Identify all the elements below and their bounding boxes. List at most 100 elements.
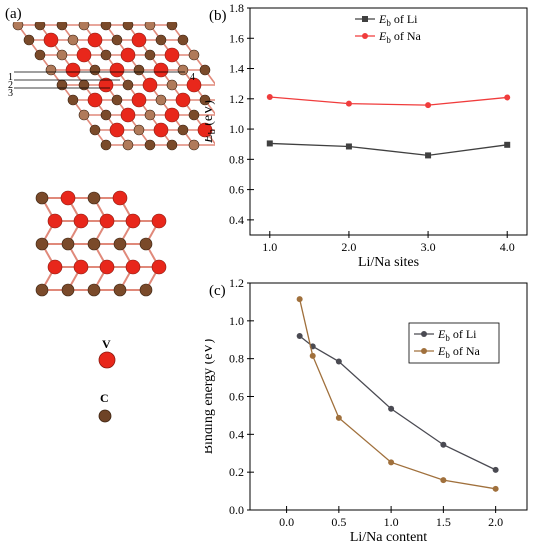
vanadium-atom xyxy=(87,32,103,48)
data-point xyxy=(492,485,499,492)
vanadium-atom xyxy=(164,107,180,123)
carbon-atom xyxy=(67,94,79,106)
carbon-atom xyxy=(87,191,101,205)
series-1 xyxy=(266,140,511,159)
data-point xyxy=(504,141,511,148)
carbon-atom xyxy=(111,34,123,46)
data-point xyxy=(296,332,303,339)
plot-frame xyxy=(249,282,528,511)
vanadium-atom xyxy=(186,77,202,93)
y-tick-label: 0.8 xyxy=(229,352,244,366)
carbon-atom xyxy=(122,79,134,91)
carbon-atom xyxy=(177,34,189,46)
carbon-atom xyxy=(61,283,75,297)
carbon-atom xyxy=(133,124,145,136)
data-point xyxy=(335,358,342,365)
vanadium-atom xyxy=(125,213,141,229)
carbon-atom xyxy=(23,34,35,46)
carbon-atom xyxy=(111,94,123,106)
vanadium-atom xyxy=(125,259,141,275)
carbon-atom xyxy=(113,283,127,297)
data-point xyxy=(504,94,511,101)
panel-label-c: (c) xyxy=(209,283,226,299)
y-tick-label: 1.8 xyxy=(229,1,244,15)
vanadium-atom xyxy=(60,190,76,206)
carbon-atom xyxy=(133,64,145,76)
vanadium-atom xyxy=(142,77,158,93)
vanadium-atom xyxy=(76,47,92,63)
x-tick-label: 1.5 xyxy=(436,515,451,529)
carbon-atom xyxy=(34,22,46,31)
legend-entry: Eb of Na xyxy=(378,29,422,45)
x-tick-label: 0.0 xyxy=(279,515,294,529)
data-point xyxy=(345,100,352,107)
y-tick-label: 0.6 xyxy=(229,183,244,197)
vanadium-atom xyxy=(112,190,128,206)
vanadium-atom xyxy=(151,259,167,275)
panel-label-a: (a) xyxy=(5,6,22,22)
carbon-atom xyxy=(45,64,57,76)
y-tick-label: 1.2 xyxy=(229,276,244,290)
carbon-atom xyxy=(100,139,112,151)
x-tick-label: 4.0 xyxy=(500,240,515,254)
vanadium-atom xyxy=(47,259,63,275)
carbon-atom xyxy=(87,283,101,297)
site-label-1: 1 xyxy=(8,72,13,83)
x-tick-label: 3.0 xyxy=(421,240,436,254)
vanadium-atom xyxy=(131,92,147,108)
data-point xyxy=(440,477,447,484)
carbon-atom xyxy=(12,22,24,31)
y-tick-label: 0.6 xyxy=(229,390,244,404)
series-2 xyxy=(296,296,499,492)
carbon-atom xyxy=(155,34,167,46)
legend-swatch-marker xyxy=(421,348,427,354)
legend-box xyxy=(408,322,500,364)
vanadium-atom xyxy=(73,213,89,229)
crystal-structure-illustration: 1 2 3 4 V C xyxy=(8,22,215,423)
series-line xyxy=(269,96,508,106)
legend-swatch-marker xyxy=(421,331,427,337)
carbon-atom xyxy=(78,79,90,91)
carbon-atom xyxy=(113,237,127,251)
top-view-structure xyxy=(12,22,215,151)
carbon-atom xyxy=(61,237,75,251)
data-point xyxy=(266,140,273,147)
carbon-atom xyxy=(155,94,167,106)
site-label-4: 4 xyxy=(190,72,195,83)
carbon-atom xyxy=(188,139,200,151)
carbon-atom xyxy=(144,22,156,31)
carbon-atom-legend-icon xyxy=(98,409,112,423)
data-point xyxy=(492,466,499,473)
carbon-atom xyxy=(35,191,49,205)
carbon-atom xyxy=(56,49,68,61)
data-point xyxy=(425,102,432,109)
x-tick-label: 0.5 xyxy=(331,515,346,529)
carbon-atom xyxy=(177,124,189,136)
carbon-atom xyxy=(166,79,178,91)
carbon-atom xyxy=(166,22,178,31)
vanadium-atom xyxy=(120,107,136,123)
vanadium-atom xyxy=(99,259,115,275)
vanadium-atom xyxy=(73,259,89,275)
y-tick-label: 1.2 xyxy=(229,92,244,106)
x-tick-label: 1.0 xyxy=(262,240,277,254)
data-point xyxy=(266,93,273,100)
vanadium-atom xyxy=(65,62,81,78)
carbon-atom xyxy=(78,109,90,121)
vanadium-atom xyxy=(153,122,169,138)
legend-swatch-marker xyxy=(362,33,368,39)
vanadium-atom xyxy=(99,213,115,229)
carbon-atom xyxy=(89,124,101,136)
data-point xyxy=(309,352,316,359)
vanadium-atom xyxy=(109,122,125,138)
top-view-atoms xyxy=(12,22,213,151)
carbon-atom xyxy=(139,283,153,297)
carbon-atom xyxy=(100,49,112,61)
vanadium-atom xyxy=(87,92,103,108)
carbon-atom xyxy=(78,22,90,31)
carbon-atom xyxy=(144,49,156,61)
y-tick-label: 0.0 xyxy=(229,503,244,517)
carbon-atom xyxy=(122,139,134,151)
